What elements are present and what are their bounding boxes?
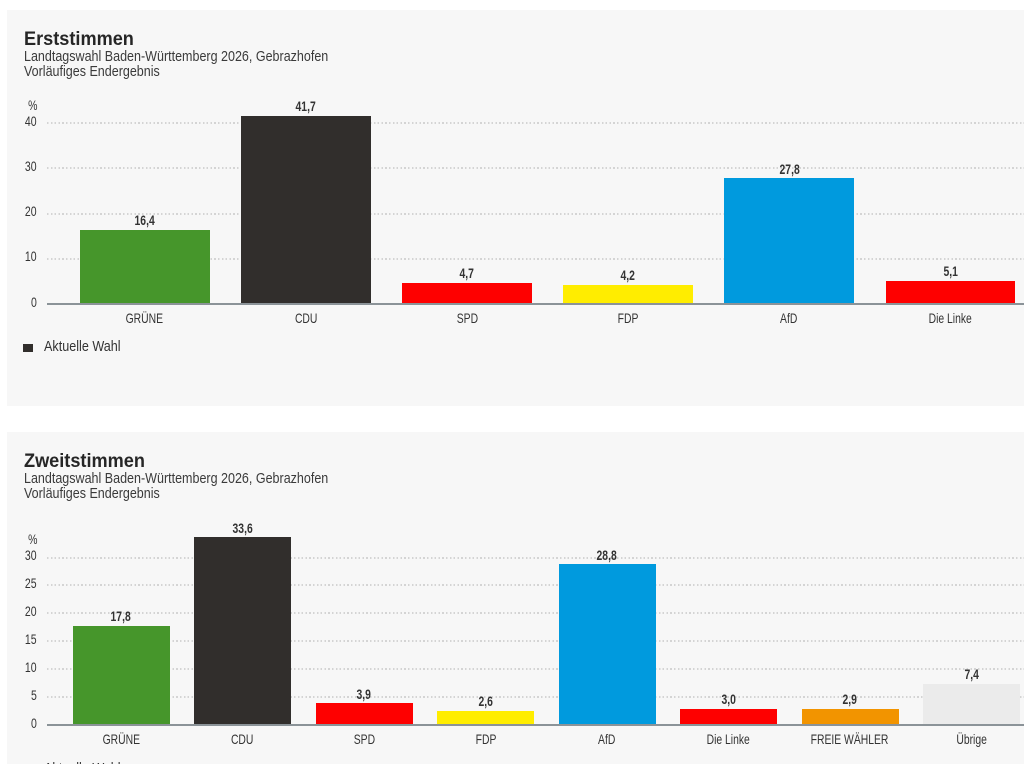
chart-subtitle: Landtagswahl Baden-Württemberg 2026, Geb…: [24, 49, 388, 79]
bar-value-label: 28,8: [596, 546, 618, 563]
bar-Die Linke[interactable]: [885, 281, 1015, 305]
gridline-25: [47, 584, 1024, 587]
chart-title: Erststimmen: [24, 28, 134, 50]
gridline-40: [47, 122, 1024, 125]
y-tick-label-30: 30: [25, 546, 37, 563]
erststimmen-chart-card: Erststimmen Landtagswahl Baden-Württembe…: [7, 10, 1024, 406]
y-tick-label-15: 15: [25, 630, 37, 647]
category-label-AfD: AfD: [598, 731, 616, 748]
legend-swatch: [23, 344, 33, 352]
gridline-20: [47, 612, 1024, 615]
legend-label: Aktuelle Wahl: [44, 761, 135, 764]
bar-GRÜNE[interactable]: [80, 229, 210, 305]
bar-value-label: 2,6: [478, 693, 493, 710]
bar-value-label: 7,4: [964, 666, 979, 683]
bar-value-label: 17,8: [110, 608, 132, 625]
gridline-30: [47, 556, 1024, 559]
gridline-10: [47, 668, 1024, 671]
legend-label: Aktuelle Wahl: [44, 338, 121, 355]
bar-value-label: 33,6: [232, 519, 253, 536]
bar-AfD[interactable]: [724, 178, 854, 305]
gridline-20: [47, 212, 1024, 215]
category-label-FDP: FDP: [475, 731, 496, 748]
bar-value-label: 2,9: [842, 691, 858, 708]
bar-plot-area: 0 5 10 15 20 25 30% 17,8 GRÜNE 33,6 CDU 3,9 SPD 2,6 FD…: [7, 432, 1024, 764]
category-label-SPD: SPD: [353, 731, 375, 748]
bar-FDP[interactable]: [563, 285, 693, 305]
bar-FDP[interactable]: [437, 710, 534, 726]
bar-value-label: 27,8: [779, 160, 800, 177]
category-label-FREIE WÄHLER: FREIE WÄHLER: [811, 731, 889, 748]
bar-value-label: 4,7: [459, 265, 475, 282]
bar-SPD[interactable]: [402, 282, 532, 305]
bar-value-label: 5,1: [943, 263, 958, 280]
gridline-10: [47, 257, 1024, 260]
category-label-AfD: AfD: [780, 310, 798, 326]
y-tick-label-5: 5: [31, 686, 37, 703]
x-axis-line: [47, 724, 1024, 727]
zweitstimmen-chart-card: Zweitstimmen Landtagswahl Baden-Württemb…: [7, 432, 1024, 764]
bar-SPD[interactable]: [315, 703, 413, 726]
gridline-5: [47, 696, 1024, 699]
bar-value-label: 3,0: [721, 690, 736, 707]
gridline-30: [47, 167, 1024, 170]
chart-subtitle-line2: Vorläufiges Endergebnis: [24, 63, 160, 80]
chart-title: Zweitstimmen: [24, 450, 145, 472]
chart-subtitle-line1: Landtagswahl Baden-Württemberg 2026, Geb…: [24, 470, 329, 487]
bar-plot-area: 0 10 20 30 40% 16,4 GRÜNE 41,7 CDU 4,7 SPD 4,2 FDP 27…: [7, 10, 1024, 406]
y-tick-label-20: 20: [25, 602, 37, 619]
y-tick-label-25: 25: [25, 574, 37, 591]
chart-subtitle-line1: Landtagswahl Baden-Württemberg 2026, Geb…: [24, 48, 329, 65]
category-label-Die Linke: Die Linke: [706, 731, 751, 748]
bar-Übrige[interactable]: [923, 683, 1020, 726]
bar-Die Linke[interactable]: [680, 708, 777, 726]
y-tick-label-10: 10: [25, 248, 37, 265]
y-tick-label-0: 0: [31, 293, 37, 310]
x-axis-line: [47, 303, 1024, 306]
category-label-FDP: FDP: [617, 310, 639, 326]
gridline-15: [47, 640, 1024, 643]
category-label-Übrige: Übrige: [956, 731, 987, 748]
bar-CDU[interactable]: [194, 537, 291, 726]
category-label-GRÜNE: GRÜNE: [102, 731, 140, 748]
chart-subtitle-line2: Vorläufiges Endergebnis: [24, 485, 160, 502]
category-label-GRÜNE: GRÜNE: [126, 310, 164, 326]
y-tick-label-20: 20: [25, 203, 37, 219]
bar-AfD[interactable]: [558, 564, 656, 726]
y-axis-unit-label: %: [27, 531, 37, 548]
bar-value-label: 41,7: [295, 97, 316, 114]
category-label-CDU: CDU: [294, 310, 318, 326]
bar-FREIE WÄHLER[interactable]: [801, 709, 899, 726]
bar-value-label: 4,2: [620, 267, 636, 284]
y-tick-label-0: 0: [31, 714, 37, 731]
bar-value-label: 3,9: [356, 685, 372, 702]
bar-value-label: 16,4: [134, 212, 155, 229]
y-tick-label-40: 40: [25, 112, 37, 129]
bar-CDU[interactable]: [241, 115, 371, 305]
category-label-SPD: SPD: [456, 310, 478, 326]
category-label-Die Linke: Die Linke: [928, 310, 972, 326]
y-tick-label-10: 10: [25, 658, 37, 675]
chart-subtitle: Landtagswahl Baden-Württemberg 2026, Geb…: [24, 471, 388, 501]
y-axis-unit-label: %: [27, 97, 37, 113]
bar-GRÜNE[interactable]: [72, 625, 170, 726]
category-label-CDU: CDU: [231, 731, 254, 748]
y-tick-label-30: 30: [25, 157, 37, 174]
